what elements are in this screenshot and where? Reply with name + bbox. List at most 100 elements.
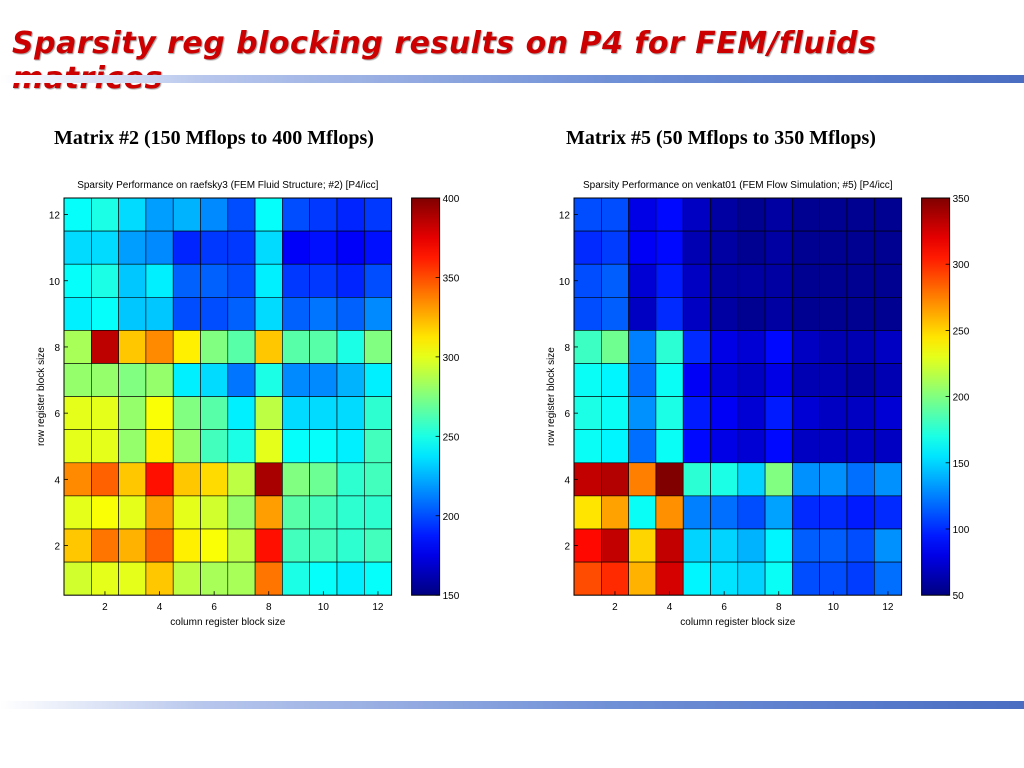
heatmap-cell [118, 263, 147, 298]
heatmap-cell [764, 263, 793, 298]
heatmap-cell [792, 263, 820, 298]
heatmap-cell [873, 330, 902, 364]
x-tick-label: 8 [776, 602, 782, 613]
heatmap-cell [63, 561, 92, 596]
heatmap-cell [172, 330, 201, 364]
heatmap-cell [710, 230, 739, 265]
heatmap-cell [282, 197, 310, 232]
heatmap-cell [282, 330, 310, 364]
heatmap-cell [792, 495, 820, 530]
heatmap-chart-matrix-2: Sparsity Performance on raefsky3 (FEM Fl… [36, 180, 460, 628]
heatmap-cell [737, 363, 766, 397]
heatmap-cell [873, 396, 902, 431]
heatmap-cell [282, 263, 310, 298]
heatmap-cell [682, 230, 711, 265]
heatmap-cell [90, 561, 119, 596]
heatmap-cell [309, 330, 338, 364]
heatmap-cell [573, 396, 602, 431]
heatmap-cell [819, 197, 848, 232]
heatmap-cell [846, 462, 875, 497]
heatmap-cell [309, 197, 338, 232]
heatmap-cell [792, 396, 820, 431]
heatmap-cell [600, 197, 629, 232]
heatmap-cell [336, 429, 365, 464]
heatmap-cell [846, 363, 875, 397]
heatmap-cell [710, 495, 739, 530]
footer-divider-bar [0, 701, 1024, 709]
y-tick-label: 2 [564, 542, 570, 553]
heatmap-cell [737, 462, 766, 497]
heatmap-cell [655, 330, 684, 364]
heatmap-cell [172, 429, 201, 464]
heatmap-cell [628, 462, 657, 497]
heatmap-cell [254, 197, 283, 232]
x-tick-label: 6 [721, 602, 727, 613]
heatmap-cell [63, 230, 92, 265]
heatmap-cell [363, 561, 392, 596]
heatmap-cell [363, 230, 392, 265]
heatmap-cell [363, 197, 392, 232]
heatmap-cell [873, 230, 902, 265]
heatmap-cell [282, 429, 310, 464]
colorbar-tick-label: 300 [443, 353, 460, 364]
heatmap-cell [227, 462, 256, 497]
colorbar-tick-label: 200 [443, 512, 460, 523]
heatmap-cell [573, 263, 602, 298]
heatmap-cell [363, 297, 392, 331]
x-tick-label: 6 [211, 602, 217, 613]
heatmap-cell [846, 297, 875, 331]
heatmap-cell [873, 462, 902, 497]
colorbar-tick-label: 250 [443, 432, 460, 443]
heatmap-cell [363, 429, 392, 464]
x-tick-label: 10 [828, 602, 840, 613]
heatmap-cell [655, 396, 684, 431]
heatmap-cell [655, 495, 684, 530]
heatmap-cell [145, 363, 174, 397]
y-tick-label: 12 [49, 211, 61, 222]
heatmap-cell [573, 561, 602, 596]
heatmap-cell [682, 330, 711, 364]
heatmap-cell [764, 363, 793, 397]
x-tick-label: 4 [157, 602, 163, 613]
heatmap-cell [873, 363, 902, 397]
colorbar-tick-label: 100 [953, 525, 970, 536]
heatmap-cell [600, 363, 629, 397]
heatmap-cell [600, 330, 629, 364]
heatmap-cell [682, 528, 711, 563]
heatmap-cell [227, 297, 256, 331]
heatmap-cell [819, 495, 848, 530]
heatmap-cell [573, 330, 602, 364]
heatmap-cell [90, 297, 119, 331]
colorbar [411, 197, 441, 596]
heatmap-cell [682, 197, 711, 232]
heatmap-cell [792, 230, 820, 265]
heatmap-cell [600, 297, 629, 331]
heatmap-cell [737, 330, 766, 364]
heatmap-cell [145, 561, 174, 596]
heatmap-cell [172, 197, 201, 232]
heatmap-cell [172, 396, 201, 431]
y-tick-label: 8 [54, 343, 60, 354]
heatmap-cell [764, 396, 793, 431]
heatmap-cell [792, 528, 820, 563]
heatmap-cell [655, 462, 684, 497]
heatmap-cell [200, 230, 229, 265]
heatmap-cell [600, 528, 629, 563]
colorbar-tick-label: 350 [443, 273, 460, 284]
heatmap-cell [600, 561, 629, 596]
heatmap-cell [282, 396, 310, 431]
heatmap-cell [90, 330, 119, 364]
heatmap-cell [63, 396, 92, 431]
heatmap-cell [846, 330, 875, 364]
heatmap-cell [628, 363, 657, 397]
heatmap-cell [90, 495, 119, 530]
heatmap-cell [600, 396, 629, 431]
heatmap-cell [792, 297, 820, 331]
heatmap-cell [145, 263, 174, 298]
heatmap-cell [282, 528, 310, 563]
heatmap-cell [846, 396, 875, 431]
heatmap-cell [118, 561, 147, 596]
y-tick-label: 6 [564, 409, 570, 420]
heatmap-cell [63, 528, 92, 563]
heatmap-cell [764, 230, 793, 265]
